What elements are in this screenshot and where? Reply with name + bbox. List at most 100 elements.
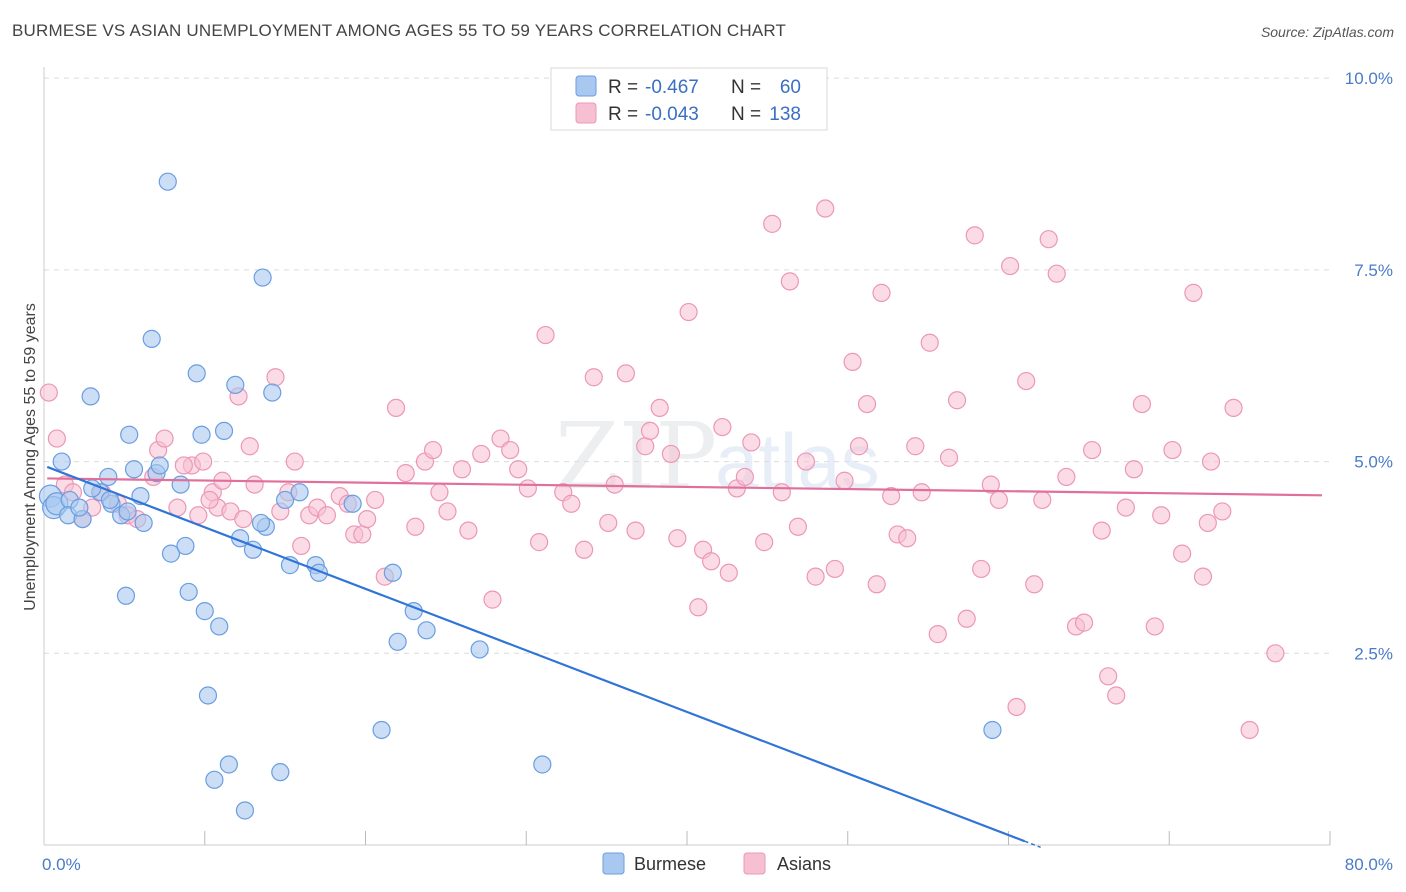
- burmese-point: [470, 640, 489, 659]
- asians-point: [358, 509, 377, 529]
- asians-point: [234, 509, 253, 529]
- asians-point: [689, 598, 708, 617]
- asians-point: [240, 437, 259, 456]
- asians-point: [189, 506, 208, 525]
- asians-point: [780, 272, 799, 291]
- asians-point: [317, 506, 337, 525]
- asians-point: [965, 226, 984, 245]
- y-tick-label: 10.0%: [1345, 69, 1393, 88]
- asians-point: [155, 429, 174, 448]
- asians-point: [1017, 371, 1036, 391]
- asians-point: [353, 525, 372, 544]
- asians-point: [989, 490, 1008, 510]
- asians-point: [843, 352, 862, 371]
- asians-point: [423, 440, 443, 460]
- asians-point: [835, 471, 854, 490]
- asians-point: [1145, 617, 1164, 636]
- burmese-point: [253, 268, 272, 287]
- asians-point: [1193, 567, 1213, 586]
- burmese-point: [214, 421, 234, 441]
- burmese-point: [271, 763, 290, 782]
- asians-point: [200, 490, 219, 510]
- burmese-point: [187, 364, 206, 383]
- asians-point: [266, 368, 285, 387]
- chart-title: BURMESE VS ASIAN UNEMPLOYMENT AMONG AGES…: [12, 21, 787, 40]
- x-ticks: [204, 831, 1331, 845]
- asians-point: [1184, 283, 1203, 302]
- burmese-point: [290, 483, 309, 502]
- burmese-point: [533, 755, 552, 774]
- asians-point: [47, 429, 66, 448]
- asians-point: [1201, 452, 1221, 471]
- asians-point: [584, 368, 603, 387]
- asians-point: [1132, 394, 1152, 414]
- asians-point: [386, 398, 406, 418]
- asians-point: [1198, 513, 1217, 533]
- asians-point: [430, 483, 449, 502]
- asians-point: [735, 467, 754, 487]
- asians-point: [882, 486, 901, 506]
- asians-point: [972, 559, 991, 579]
- burmese-point: [124, 460, 144, 479]
- asians-point: [245, 475, 264, 494]
- asians-point: [661, 444, 681, 464]
- burmese-point: [205, 770, 224, 789]
- asians-point: [1124, 460, 1143, 479]
- asians-point: [1074, 613, 1094, 632]
- asians-point: [626, 521, 645, 540]
- asians-point: [679, 302, 698, 322]
- asians-point: [1057, 467, 1076, 487]
- asians-point: [650, 398, 669, 418]
- asians-point: [640, 421, 660, 441]
- x-tick-label-max: 80.0%: [1345, 855, 1393, 874]
- x-tick-label-min: 0.0%: [42, 855, 81, 874]
- asians-point: [438, 502, 457, 521]
- burmese-point: [176, 536, 195, 556]
- asians-point: [1224, 398, 1243, 418]
- asians-point: [459, 521, 478, 540]
- asians-point: [509, 460, 528, 479]
- legend-r-label-asians: R =: [608, 104, 638, 125]
- bottom-legend-asians: Asians: [777, 854, 831, 874]
- legend-n-label-burmese: N =: [731, 77, 761, 98]
- asians-point: [518, 479, 537, 498]
- asians-point: [872, 283, 891, 302]
- asians-point: [472, 444, 491, 464]
- asians-point: [1099, 667, 1118, 686]
- asians-point: [1163, 440, 1182, 460]
- asians-point: [702, 552, 721, 571]
- asians-point: [796, 452, 816, 471]
- asians-point: [898, 529, 917, 548]
- series-legend: Burmese Asians: [602, 852, 831, 875]
- asians-point: [1033, 490, 1052, 510]
- asians-point: [772, 483, 791, 502]
- burmese-point: [171, 475, 190, 494]
- y-tick-labels: 2.5% 5.0% 7.5% 10.0%: [1345, 69, 1393, 663]
- watermark: ZIP atlas: [555, 403, 880, 510]
- asians-point: [920, 333, 939, 352]
- burmese-point: [372, 720, 391, 740]
- legend-r-label-burmese: R =: [608, 77, 638, 98]
- asians-point: [501, 440, 520, 460]
- asians-point: [562, 494, 581, 513]
- asians-point: [1047, 264, 1066, 283]
- asians-point: [957, 609, 976, 628]
- y-tick-label: 5.0%: [1354, 453, 1393, 472]
- legend-r-burmese: -0.467: [645, 77, 699, 98]
- trend-lines: [46, 465, 1322, 849]
- burmese-point: [81, 387, 100, 406]
- legend-n-asians: 138: [769, 104, 801, 125]
- asians-point: [912, 483, 931, 502]
- burmese-point: [134, 513, 153, 533]
- asians-point: [366, 490, 385, 510]
- asians-point: [742, 433, 761, 452]
- asians-point: [39, 383, 58, 402]
- burmese-point: [417, 621, 436, 640]
- burmese-point: [70, 498, 89, 517]
- asians-point: [605, 475, 624, 494]
- y-axis-label: Unemployment Among Ages 55 to 59 years: [22, 303, 39, 611]
- asians-point: [1213, 502, 1232, 521]
- asians-point: [396, 463, 415, 483]
- burmese-point: [142, 329, 161, 348]
- burmese-point: [161, 544, 181, 563]
